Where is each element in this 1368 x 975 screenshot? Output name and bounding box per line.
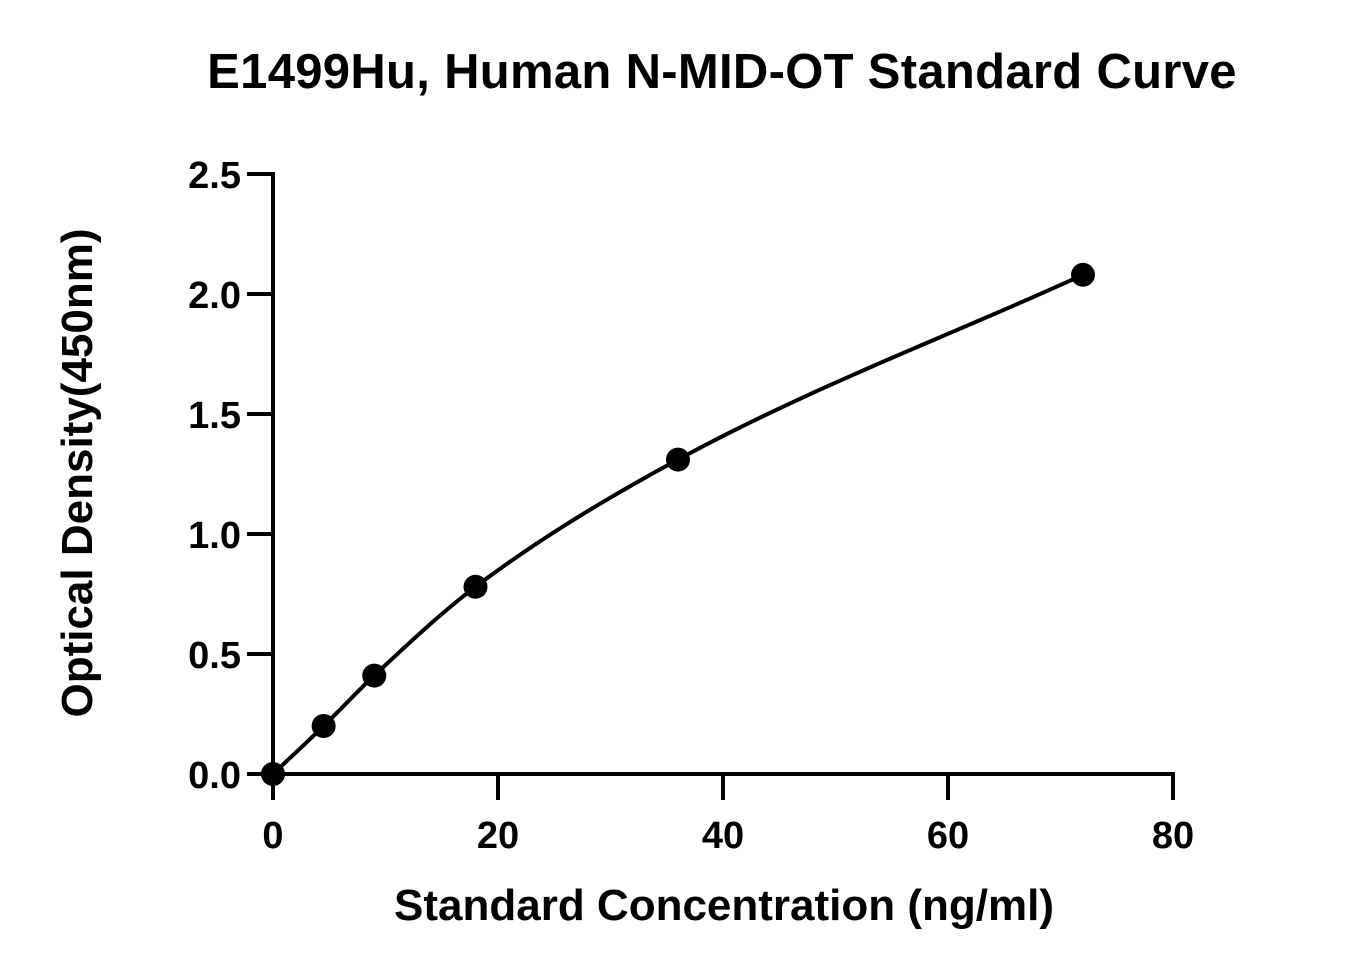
data-point xyxy=(261,762,285,786)
chart-title: E1499Hu, Human N-MID-OT Standard Curve xyxy=(207,45,1237,99)
x-tick-label: 40 xyxy=(702,815,744,857)
y-tick-label: 0.5 xyxy=(188,635,241,677)
data-point xyxy=(311,714,336,738)
y-tick-label: 2.5 xyxy=(188,155,241,197)
axes xyxy=(271,172,1175,776)
y-tick-label: 0.0 xyxy=(188,755,241,797)
y-tick-label: 1.0 xyxy=(188,515,241,557)
x-tick-label: 60 xyxy=(927,815,969,857)
x-axis-ticks: 0 20 40 60 80 xyxy=(262,774,1194,857)
x-axis-label: Standard Concentration (ng/ml) xyxy=(394,881,1054,930)
x-tick-label: 0 xyxy=(262,815,283,857)
y-tick-label: 1.5 xyxy=(188,395,241,437)
data-point xyxy=(1071,262,1095,287)
y-axis-label: Optical Density(450nm) xyxy=(53,228,102,717)
y-axis-ticks: 0.0 0.5 1.0 1.5 2.0 2.5 xyxy=(188,155,273,797)
x-tick-label: 20 xyxy=(477,815,519,857)
y-tick-label: 2.0 xyxy=(188,275,241,317)
x-tick-label: 80 xyxy=(1152,815,1194,857)
data-point xyxy=(362,663,387,688)
data-point xyxy=(666,447,690,472)
data-points xyxy=(261,262,1095,786)
data-point xyxy=(463,574,488,599)
fit-curve xyxy=(271,272,1084,776)
